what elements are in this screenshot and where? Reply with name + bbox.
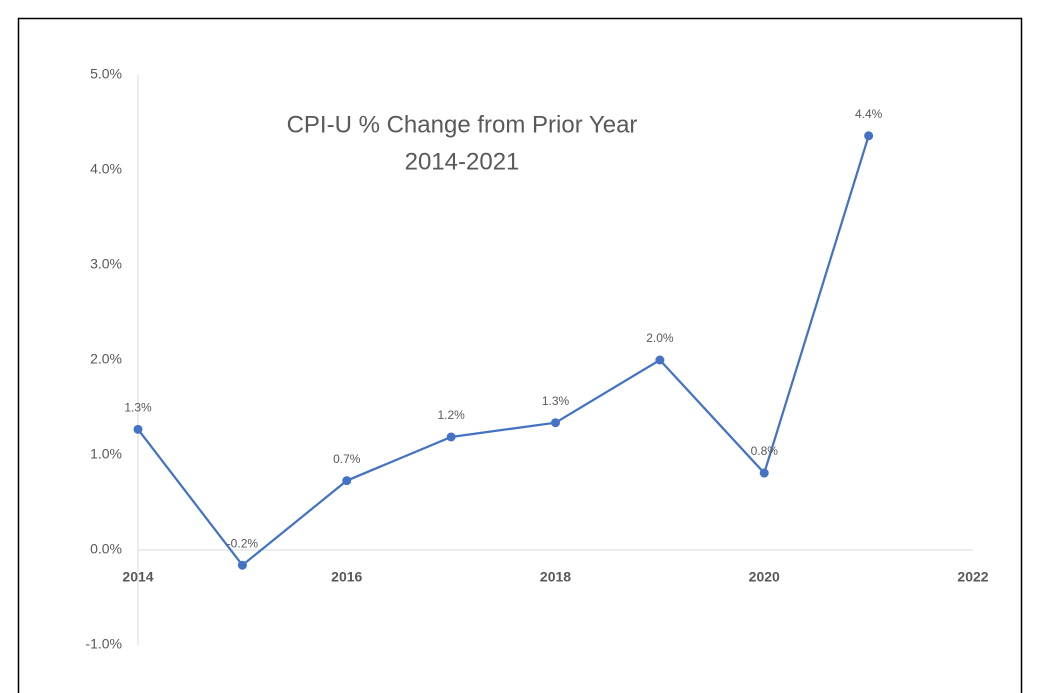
data-point xyxy=(759,468,769,478)
data-label: 1.2% xyxy=(437,408,465,422)
y-tick-label: 2.0% xyxy=(90,351,122,367)
data-point xyxy=(237,560,247,570)
data-label: -0.2% xyxy=(227,536,259,550)
data-point xyxy=(551,418,560,428)
chart-subtitle: 2014-2021 xyxy=(405,148,520,175)
data-point xyxy=(133,424,143,434)
y-tick-label: 3.0% xyxy=(90,256,122,272)
data-point xyxy=(342,476,352,486)
data-label: 1.3% xyxy=(124,401,152,415)
data-label: 4.4% xyxy=(855,107,883,121)
y-tick-label: 5.0% xyxy=(90,66,122,82)
x-tick-label: 2018 xyxy=(540,569,571,585)
y-tick-label: 0.0% xyxy=(90,541,122,557)
data-label: 2.0% xyxy=(646,331,674,345)
x-tick-label: 2014 xyxy=(122,569,153,585)
x-tick-label: 2020 xyxy=(749,569,780,585)
x-tick-label: 2016 xyxy=(331,569,362,585)
chart-title: CPI-U % Change from Prior Year xyxy=(287,111,638,138)
data-label: 0.7% xyxy=(333,452,361,466)
data-point xyxy=(446,432,456,442)
data-point xyxy=(655,355,665,365)
chart-frame xyxy=(17,17,1023,693)
y-tick-label: 4.0% xyxy=(90,161,122,177)
data-label: 1.3% xyxy=(542,394,570,408)
x-tick-label: 2022 xyxy=(957,569,988,585)
y-tick-label: 1.0% xyxy=(90,446,122,462)
y-tick-label: -1.0% xyxy=(85,636,122,652)
data-line xyxy=(137,135,870,567)
data-point xyxy=(864,131,874,141)
data-label: 0.8% xyxy=(751,444,779,458)
